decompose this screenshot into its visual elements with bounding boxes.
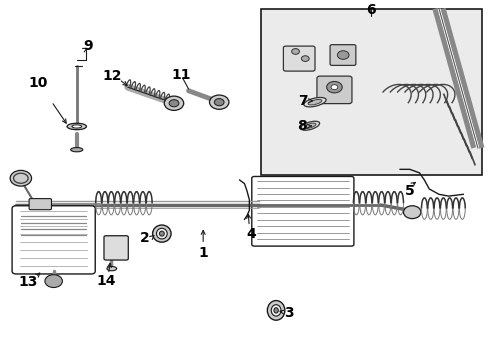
Ellipse shape	[71, 148, 82, 152]
FancyBboxPatch shape	[29, 199, 51, 210]
Text: 7: 7	[297, 94, 307, 108]
Text: 3: 3	[284, 306, 293, 320]
FancyBboxPatch shape	[329, 45, 355, 66]
Circle shape	[337, 51, 348, 59]
Text: 4: 4	[245, 226, 255, 240]
Ellipse shape	[156, 228, 167, 239]
Circle shape	[45, 275, 62, 288]
FancyBboxPatch shape	[316, 76, 351, 104]
Ellipse shape	[303, 98, 325, 107]
Circle shape	[214, 99, 224, 106]
Ellipse shape	[152, 225, 171, 242]
Text: 10: 10	[28, 76, 47, 90]
Circle shape	[330, 85, 337, 90]
Ellipse shape	[67, 123, 86, 130]
Text: 14: 14	[96, 274, 116, 288]
Circle shape	[169, 100, 179, 107]
Text: 5: 5	[404, 184, 414, 198]
Text: 11: 11	[171, 68, 191, 82]
Ellipse shape	[267, 301, 285, 320]
Bar	[260, 9, 481, 175]
Text: 8: 8	[296, 120, 306, 134]
Circle shape	[291, 49, 299, 54]
Ellipse shape	[107, 266, 116, 271]
Text: 9: 9	[83, 39, 93, 53]
Text: 2: 2	[140, 231, 149, 245]
Text: 1: 1	[198, 246, 207, 260]
Circle shape	[164, 96, 183, 111]
Ellipse shape	[307, 99, 321, 105]
FancyBboxPatch shape	[251, 176, 353, 246]
Ellipse shape	[159, 231, 164, 236]
Ellipse shape	[300, 121, 319, 130]
Ellipse shape	[273, 308, 278, 313]
FancyBboxPatch shape	[12, 206, 95, 274]
Circle shape	[209, 95, 228, 109]
Ellipse shape	[271, 305, 281, 316]
Circle shape	[10, 170, 31, 186]
FancyBboxPatch shape	[283, 46, 314, 71]
Circle shape	[326, 81, 342, 93]
FancyBboxPatch shape	[104, 236, 128, 260]
Circle shape	[403, 206, 420, 219]
Ellipse shape	[304, 123, 315, 129]
Text: 13: 13	[19, 275, 38, 289]
Ellipse shape	[72, 125, 81, 128]
Text: 12: 12	[102, 69, 122, 84]
Text: 6: 6	[366, 3, 375, 17]
Circle shape	[301, 56, 308, 62]
